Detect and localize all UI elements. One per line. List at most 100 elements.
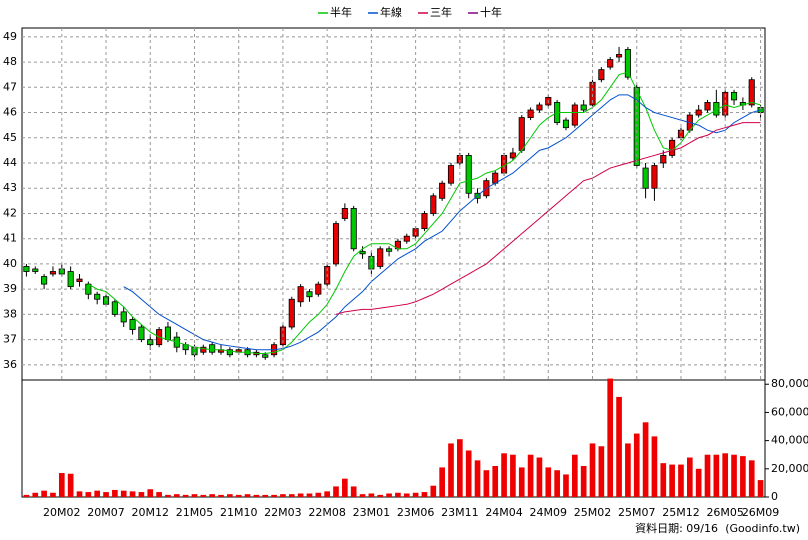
volume-bar: [722, 453, 729, 497]
volume-bar: [129, 491, 136, 497]
volume-bar: [67, 473, 74, 497]
volume-bar: [563, 474, 569, 497]
volume-bar: [297, 493, 304, 497]
candle-body: [32, 268, 39, 272]
candle-body: [226, 349, 233, 356]
volume-bar: [395, 492, 401, 497]
candle-body: [23, 266, 30, 272]
candle-body: [536, 104, 543, 111]
volume-bar: [280, 494, 286, 497]
volume-bar: [200, 494, 207, 497]
volume-bar: [642, 422, 649, 497]
volume-bar: [607, 378, 614, 497]
volume-bar: [227, 494, 233, 497]
candle-body: [509, 152, 516, 159]
volume-bar: [740, 456, 746, 497]
candle-body: [350, 208, 357, 250]
volume-bar: [713, 454, 720, 497]
volume-bar: [492, 465, 499, 497]
candle-body: [41, 276, 48, 285]
candle-body: [129, 319, 136, 330]
volume-bar: [625, 443, 631, 497]
volume-bar: [403, 493, 410, 497]
volume-bar: [324, 491, 330, 497]
volume-bar: [120, 490, 127, 497]
volume-bar: [58, 473, 65, 497]
candle-body: [138, 326, 145, 341]
volume-bar: [23, 494, 30, 497]
x-tick-label: 25M12: [662, 506, 700, 519]
candle-body: [209, 344, 216, 353]
volume-bar: [748, 460, 755, 497]
volume-bar: [465, 450, 472, 497]
volume-bar: [368, 493, 375, 497]
y-tick-label: 38: [3, 307, 17, 320]
volume-bar: [527, 454, 534, 497]
volume-bar: [695, 468, 702, 497]
volume-bar: [616, 396, 622, 497]
volume-bar: [138, 492, 145, 497]
candle-body: [704, 102, 711, 111]
candle-body: [76, 278, 83, 282]
y-tick-label: 46: [3, 106, 17, 119]
volume-bar: [306, 493, 313, 497]
volume-bar: [510, 454, 516, 497]
volume-bar: [669, 464, 675, 497]
candle-body: [598, 69, 605, 81]
volume-bar: [244, 494, 251, 497]
x-tick-label: 23M01: [353, 506, 391, 519]
candle-body: [518, 117, 525, 151]
x-tick-label: 23M06: [397, 506, 435, 519]
volume-bar: [580, 465, 587, 497]
y-tick-label: 49: [3, 30, 17, 43]
candle-body: [306, 291, 313, 298]
candle-body: [660, 155, 667, 164]
candle-body: [200, 346, 207, 353]
y-tick-label: 48: [3, 55, 17, 68]
volume-bar: [262, 494, 269, 497]
y-tick-label: 45: [3, 131, 17, 144]
y-tick-label: 42: [3, 206, 17, 219]
candle-body: [94, 293, 101, 300]
candle-body: [297, 286, 304, 303]
x-tick-label: 20M02: [43, 506, 81, 519]
candle-body: [288, 298, 295, 328]
volume-bar: [41, 490, 47, 497]
x-tick-label: 26M09: [742, 506, 780, 519]
y-tick-label: 41: [3, 232, 17, 245]
volume-bar: [253, 494, 260, 497]
x-tick-label: 20M12: [132, 506, 170, 519]
volume-bar: [483, 470, 490, 497]
volume-bar: [448, 443, 454, 497]
x-tick-label: 24M09: [530, 506, 568, 519]
volume-bar: [651, 436, 658, 497]
candle-body: [315, 283, 322, 295]
volume-bar: [439, 467, 445, 497]
volume-bar: [288, 494, 295, 497]
volume-bar: [333, 486, 339, 497]
volume-bar: [598, 446, 605, 497]
legend-label: 半年: [330, 5, 352, 19]
volume-frame: [21, 379, 766, 498]
x-tick-label: 21M05: [176, 506, 214, 519]
candle-body: [730, 91, 738, 101]
candle-body: [377, 248, 384, 267]
candle-body: [421, 213, 428, 230]
candle-body: [120, 311, 127, 323]
y-tick-label: 39: [3, 282, 17, 295]
y-tick-label: 37: [3, 333, 17, 346]
candle-body: [669, 139, 676, 156]
x-tick-label: 24M04: [485, 506, 523, 519]
volume-bar: [50, 492, 56, 497]
y-tick-label: 20,000: [771, 462, 808, 475]
volume-bar: [165, 494, 171, 497]
y-tick-label: 44: [3, 156, 17, 169]
x-tick-label: 25M07: [618, 506, 656, 519]
volume-bar: [235, 494, 242, 497]
y-tick-label: 80,000: [771, 377, 808, 390]
y-tick-label: 40,000: [771, 434, 808, 447]
volume-bar: [103, 492, 109, 497]
legend-label: 年線: [380, 5, 402, 19]
candle-body: [341, 208, 348, 219]
candle-body: [386, 248, 393, 252]
